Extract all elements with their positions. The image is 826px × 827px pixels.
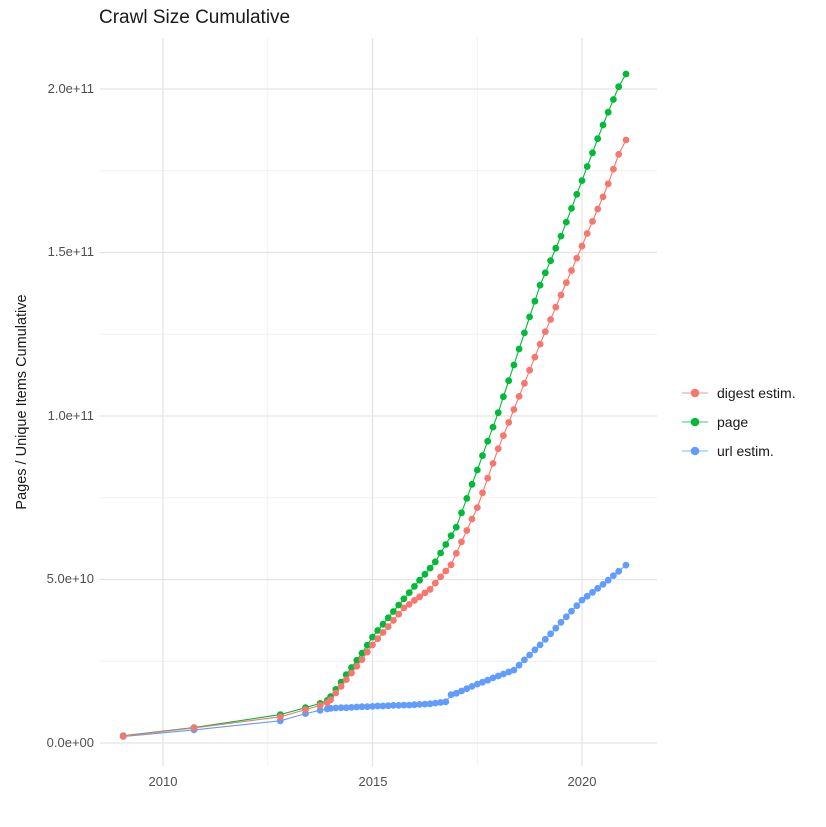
legend-key-icon bbox=[682, 417, 708, 426]
chart-title: Crawl Size Cumulative bbox=[99, 7, 291, 28]
legend-label: digest estim. bbox=[717, 384, 796, 401]
legend-key-icon bbox=[682, 388, 708, 397]
legend-row: digest estim. bbox=[682, 378, 796, 407]
y-tick-label: 0.0e+00 bbox=[46, 735, 94, 750]
legend-label: page bbox=[717, 413, 749, 430]
legend-row: page bbox=[682, 407, 796, 436]
y-tick-label: 1.0e+11 bbox=[47, 408, 94, 423]
y-tick-label: 5.0e+10 bbox=[46, 571, 94, 586]
legend-row: url estim. bbox=[682, 436, 796, 465]
y-tick-label: 2.0e+11 bbox=[47, 81, 94, 96]
legend-key-icon bbox=[682, 446, 708, 455]
y-tick-label: 1.5e+11 bbox=[47, 244, 94, 259]
y-axis-title: Pages / Unique Items Cumulative bbox=[14, 294, 30, 510]
x-tick-label: 2020 bbox=[567, 774, 597, 789]
legend: digest estim. page url estim. bbox=[682, 378, 796, 465]
x-tick-label: 2010 bbox=[148, 774, 178, 789]
legend-label: url estim. bbox=[717, 442, 774, 459]
x-tick-label: 2015 bbox=[358, 774, 388, 789]
